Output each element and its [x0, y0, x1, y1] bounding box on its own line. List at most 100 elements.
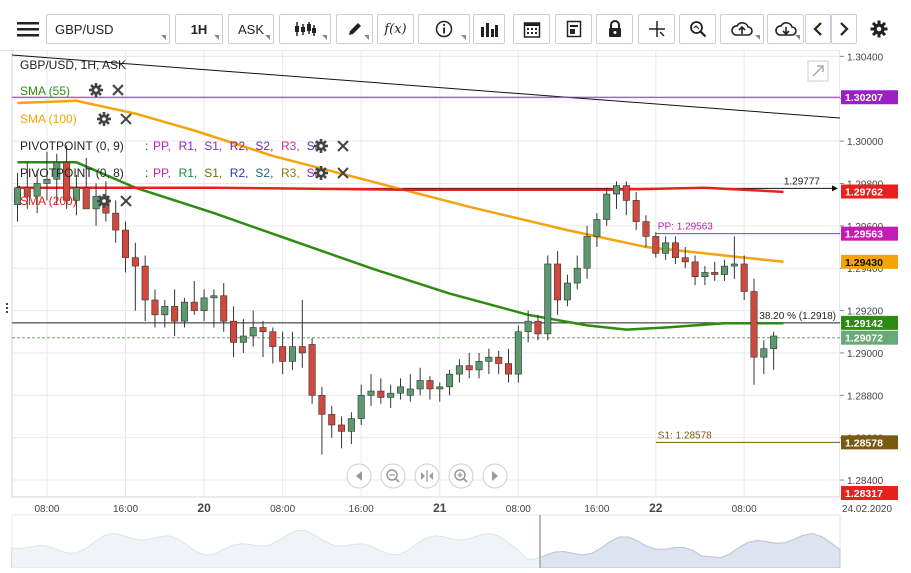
candle-body — [721, 265, 729, 275]
volume-button[interactable] — [473, 14, 505, 44]
crosshair-button[interactable] — [638, 14, 675, 44]
candle-body — [161, 306, 169, 316]
candle-body — [436, 386, 444, 390]
candle-body — [112, 212, 120, 231]
arrow-right-icon — [832, 185, 838, 192]
candle-body — [583, 236, 591, 269]
lock-button[interactable] — [596, 14, 633, 44]
info-button[interactable] — [418, 14, 470, 44]
price-tag-label: 1.30207 — [845, 92, 883, 104]
menu-icon[interactable] — [12, 14, 44, 44]
candle-body — [377, 390, 385, 398]
candle-body — [23, 187, 31, 197]
price-tag-label: 1.28578 — [845, 437, 883, 449]
gear-icon — [89, 83, 103, 97]
close-icon — [120, 195, 132, 207]
chevron-left-icon[interactable] — [346, 463, 372, 489]
cloud-download-icon — [774, 22, 797, 36]
candle-body — [632, 200, 640, 222]
zoom-button[interactable] — [679, 14, 716, 44]
candle-body — [131, 257, 139, 267]
candle-body — [220, 295, 228, 322]
y-axis-area — [840, 50, 911, 497]
gear-icon — [97, 112, 111, 126]
candle-body — [141, 265, 149, 301]
candle-body — [426, 380, 434, 390]
legend-entry: SMA (200) — [20, 194, 77, 208]
pivot-legend-item: S1, — [204, 166, 222, 180]
pivot-legend-item: R3, — [281, 166, 300, 180]
candlestick-chart[interactable]: 1.304001.302001.300001.298001.296001.294… — [0, 49, 911, 569]
zoom-out-icon[interactable] — [380, 463, 406, 489]
candle-body — [681, 257, 689, 263]
indicators-button[interactable]: f(x) — [377, 14, 414, 44]
x-tick-label: 16:00 — [584, 504, 609, 515]
download-button[interactable] — [767, 14, 804, 44]
candle-body — [446, 373, 454, 388]
candle-body — [63, 161, 71, 201]
legend-separator: : — [145, 166, 148, 180]
x-tick-label: 22 — [649, 501, 663, 515]
price-type-select[interactable]: ASK — [228, 14, 274, 44]
news-button[interactable] — [555, 14, 592, 44]
candle-body — [701, 272, 709, 277]
price-tag — [841, 226, 898, 241]
calendar-button[interactable] — [513, 14, 550, 44]
scroll-left-button[interactable] — [805, 14, 831, 44]
candle-body — [770, 335, 778, 350]
trend-line — [11, 54, 841, 119]
upload-button[interactable] — [720, 14, 764, 44]
candle-body — [622, 185, 630, 201]
magnifier-icon — [689, 21, 706, 38]
timeframe-select[interactable]: 1H — [175, 14, 223, 44]
candle-body — [269, 331, 277, 347]
settings-button[interactable] — [864, 14, 894, 44]
candle-body — [200, 297, 208, 311]
candle-body — [711, 272, 719, 275]
y-tick-label: 1.29200 — [847, 307, 884, 318]
fit-icon[interactable] — [414, 463, 440, 489]
candle-body — [455, 365, 463, 375]
legend-entry: SMA (55) — [20, 84, 70, 98]
candle-body — [495, 356, 503, 364]
candle-body — [613, 185, 621, 195]
x-tick-label: 16:00 — [113, 504, 138, 515]
x-tick-label: 20 — [197, 501, 211, 515]
gear-icon — [870, 20, 888, 38]
chevron-right-icon[interactable] — [482, 463, 508, 489]
price-tag-label: 1.29430 — [845, 257, 883, 269]
candle-body — [53, 161, 61, 180]
candle-body — [298, 346, 306, 354]
candles-icon — [295, 22, 316, 36]
symbol-select[interactable]: GBP/USD — [46, 14, 170, 44]
chart-area[interactable]: 1.304001.302001.300001.298001.296001.294… — [0, 49, 911, 569]
candle-body — [43, 178, 51, 184]
gear-icon — [314, 139, 328, 153]
close-icon — [112, 84, 124, 96]
symbol-label: GBP/USD — [55, 21, 114, 37]
candle-body — [308, 344, 316, 396]
price-tag — [841, 330, 898, 345]
draw-tool-button[interactable] — [336, 14, 373, 44]
fx-label: f(x) — [384, 21, 407, 37]
pencil-icon — [348, 23, 361, 35]
zoom-in-icon[interactable] — [448, 463, 474, 489]
pivot-legend-item: PP, — [153, 166, 171, 180]
scroll-right-button[interactable] — [831, 14, 857, 44]
candle-body — [485, 356, 493, 362]
chevron-left-icon — [813, 22, 822, 36]
candle-body — [652, 236, 660, 254]
close-icon — [337, 140, 349, 152]
chevron-right-icon — [840, 22, 849, 36]
price-tag-label: 1.29762 — [845, 187, 883, 199]
drag-handle — [5, 302, 9, 314]
candle-body — [563, 282, 571, 301]
pivot-legend-item: S1, — [204, 139, 222, 153]
candle-body — [92, 195, 100, 210]
pivot-legend-item: R1, — [179, 139, 198, 153]
cloud-upload-icon — [731, 22, 753, 36]
price-tag-label: 1.29142 — [845, 318, 883, 330]
candle-body — [603, 193, 611, 220]
chart-type-button[interactable] — [279, 14, 331, 44]
price-tag — [841, 254, 898, 269]
